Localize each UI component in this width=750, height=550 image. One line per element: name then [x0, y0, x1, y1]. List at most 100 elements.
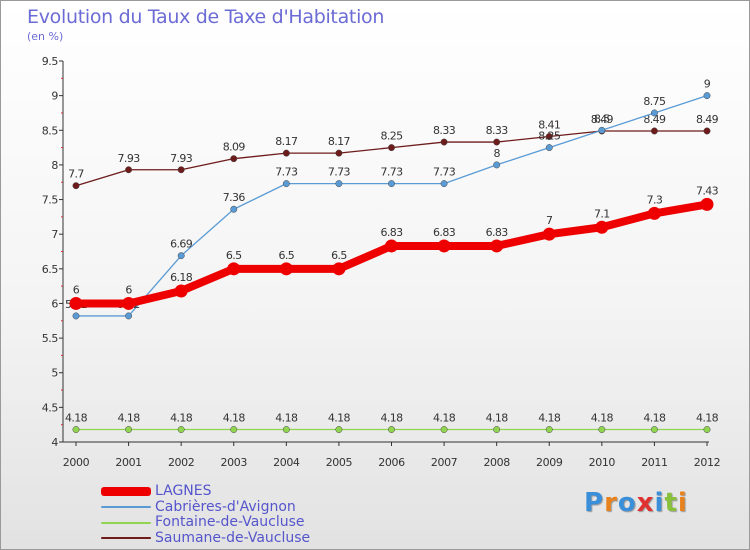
x-tick-label: 2005: [326, 456, 353, 469]
data-label: 4.18: [591, 412, 614, 425]
data-point: [703, 92, 711, 100]
legend-swatch: [101, 506, 151, 509]
data-label: 4.18: [538, 412, 561, 425]
legend-item: LAGNES: [101, 484, 310, 500]
data-point: [174, 284, 188, 298]
legend-swatch: [101, 537, 151, 540]
data-label: 8.09: [223, 141, 246, 154]
data-label: 4.18: [118, 412, 141, 425]
data-label: 6: [125, 283, 132, 296]
legend-swatch: [101, 487, 151, 497]
data-point: [125, 312, 133, 320]
data-point: [440, 426, 448, 433]
legend-item: Cabrières-d'Avignon: [101, 499, 310, 516]
y-tick-label: 6: [51, 297, 58, 310]
data-label: 8.33: [433, 124, 456, 137]
data-point: [700, 197, 714, 211]
data-point: [545, 133, 553, 140]
y-tick-label: 8.5: [42, 124, 59, 137]
x-tick-label: 2001: [115, 456, 141, 469]
data-point: [493, 161, 501, 169]
data-point: [332, 262, 346, 276]
data-point: [282, 180, 290, 188]
data-point: [388, 180, 395, 188]
data-point: [230, 426, 238, 433]
data-point: [703, 127, 711, 135]
data-point: [388, 144, 395, 152]
data-point: [335, 426, 343, 433]
y-tick-label: 9: [51, 90, 58, 103]
y-tick-label: 7: [51, 228, 58, 241]
data-label: 8.17: [328, 135, 351, 148]
x-tick-label: 2003: [221, 456, 248, 469]
data-label: 8.25: [380, 130, 403, 143]
data-label: 7.73: [275, 166, 298, 179]
data-point: [177, 166, 185, 174]
data-label: 6.69: [170, 238, 193, 251]
data-point: [177, 426, 185, 433]
data-point: [650, 109, 658, 117]
data-label: 8.75: [643, 95, 666, 108]
data-label: 4.18: [696, 412, 719, 425]
legend-swatch: [101, 521, 151, 524]
data-point: [125, 426, 133, 433]
data-point: [703, 426, 711, 433]
data-label: 4.18: [643, 412, 666, 425]
data-label: 4.18: [275, 412, 298, 425]
data-label: 4.18: [380, 412, 403, 425]
data-point: [598, 126, 606, 134]
data-point: [440, 180, 448, 188]
data-point: [650, 127, 658, 135]
legend-label: Saumane-de-Vaucluse: [155, 529, 311, 546]
y-tick-label: 9.5: [42, 55, 59, 68]
data-label: 7.73: [380, 166, 403, 179]
data-label: 6.5: [278, 249, 294, 262]
x-tick-label: 2012: [694, 456, 720, 469]
proxiti-logo: Proxiti: [584, 488, 688, 518]
data-label: 9: [704, 78, 711, 91]
data-point: [490, 239, 504, 253]
data-point: [385, 239, 398, 253]
data-label: 6.18: [170, 271, 193, 284]
data-label: 6.5: [226, 249, 242, 262]
data-label: 4.18: [170, 412, 193, 425]
data-point: [335, 180, 343, 188]
x-tick-label: 2002: [168, 456, 194, 469]
data-label: 7.43: [696, 184, 719, 197]
y-tick-label: 4: [51, 436, 58, 449]
data-label: 6.5: [331, 249, 347, 262]
y-tick-label: 7.5: [42, 194, 59, 207]
data-label: 8.49: [591, 113, 614, 126]
data-point: [122, 296, 136, 310]
data-point: [230, 205, 238, 213]
data-point: [545, 144, 553, 152]
data-point: [69, 296, 83, 310]
x-tick-label: 2006: [378, 456, 405, 469]
y-tick-label: 5: [51, 367, 58, 380]
data-point: [282, 426, 290, 433]
data-label: 8.17: [275, 135, 298, 148]
chart-unit-label: (en %): [27, 30, 64, 43]
x-tick-label: 2000: [63, 456, 90, 469]
data-label: 4.18: [433, 412, 456, 425]
data-label: 6.83: [433, 226, 456, 239]
data-point: [282, 149, 290, 157]
data-point: [72, 426, 80, 433]
data-point: [230, 155, 238, 163]
data-label: 4.18: [328, 412, 351, 425]
x-tick-label: 2007: [431, 456, 458, 469]
data-point: [177, 252, 185, 260]
data-label: 8: [493, 147, 500, 160]
x-tick-label: 2008: [483, 456, 510, 469]
chart-title: Evolution du Taux de Taxe d'Habitation: [27, 6, 385, 28]
x-tick-label: 2011: [641, 456, 667, 469]
data-label: 8.33: [486, 124, 509, 137]
data-label: 7.7: [68, 168, 84, 181]
data-point: [335, 149, 343, 157]
data-point: [227, 262, 241, 276]
data-point: [125, 166, 133, 174]
data-label: 7.36: [223, 191, 246, 204]
data-label: 6.83: [486, 226, 509, 239]
